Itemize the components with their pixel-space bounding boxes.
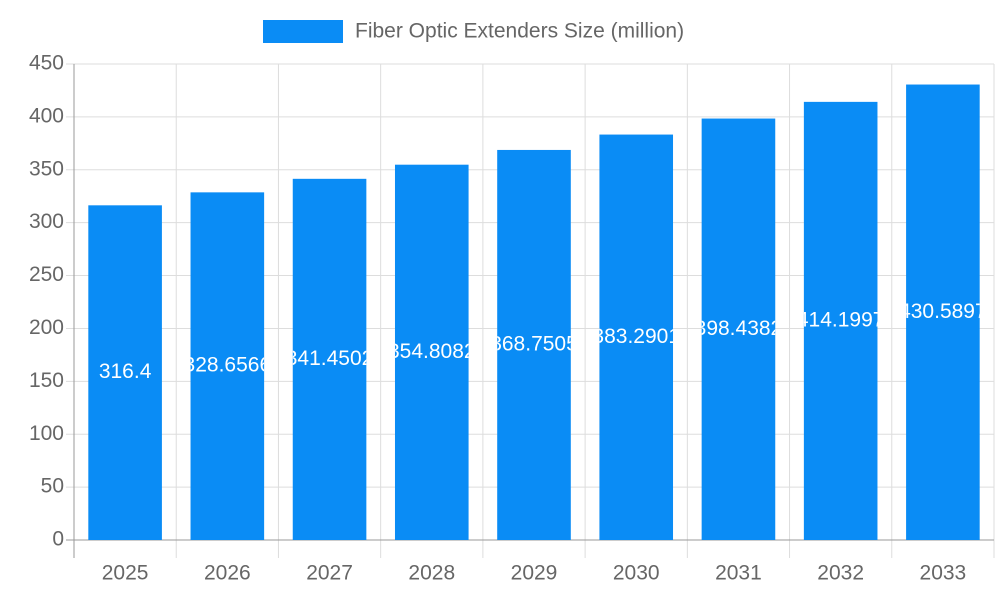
- y-tick-label: 150: [29, 369, 64, 392]
- bar: [701, 118, 776, 540]
- data-label: 328.6566: [184, 354, 272, 377]
- bar: [88, 205, 162, 541]
- legend-label[interactable]: Fiber Optic Extenders Size (million): [355, 20, 684, 43]
- x-tick-label: 2025: [102, 562, 149, 585]
- bar: [497, 149, 571, 540]
- x-tick-label: 2032: [817, 562, 864, 585]
- y-tick-label: 450: [29, 52, 64, 75]
- y-tick-label: 100: [29, 422, 64, 445]
- x-tick-label: 2029: [511, 562, 558, 585]
- x-tick-label: 2031: [715, 562, 762, 585]
- y-tick-label: 400: [29, 104, 64, 127]
- data-label: 354.8082: [388, 340, 476, 363]
- y-tick-label: 200: [29, 316, 64, 339]
- bar: [292, 178, 367, 540]
- data-label: 368.7505: [490, 333, 578, 356]
- y-tick-label: 250: [29, 263, 64, 286]
- y-tick-label: 300: [29, 210, 64, 233]
- data-label: 316.4: [99, 360, 152, 383]
- data-label: 341.4502: [286, 347, 374, 370]
- x-tick-label: 2027: [306, 562, 353, 585]
- data-label: 398.4382: [695, 317, 783, 340]
- y-tick-label: 350: [29, 157, 64, 180]
- bar: [394, 164, 469, 540]
- y-tick-label: 50: [41, 475, 64, 498]
- x-tick-label: 2033: [920, 562, 967, 585]
- legend-swatch[interactable]: [263, 20, 343, 43]
- data-label: 430.5897: [899, 300, 987, 323]
- bar: [190, 192, 265, 540]
- x-tick-label: 2026: [204, 562, 251, 585]
- data-label: 414.1997: [797, 308, 885, 331]
- y-tick-label: 0: [52, 528, 64, 551]
- bar: [803, 101, 878, 540]
- bar: [599, 134, 674, 540]
- x-tick-label: 2030: [613, 562, 660, 585]
- x-tick-label: 2028: [408, 562, 455, 585]
- data-label: 383.2901: [592, 325, 680, 348]
- bar: [906, 84, 980, 540]
